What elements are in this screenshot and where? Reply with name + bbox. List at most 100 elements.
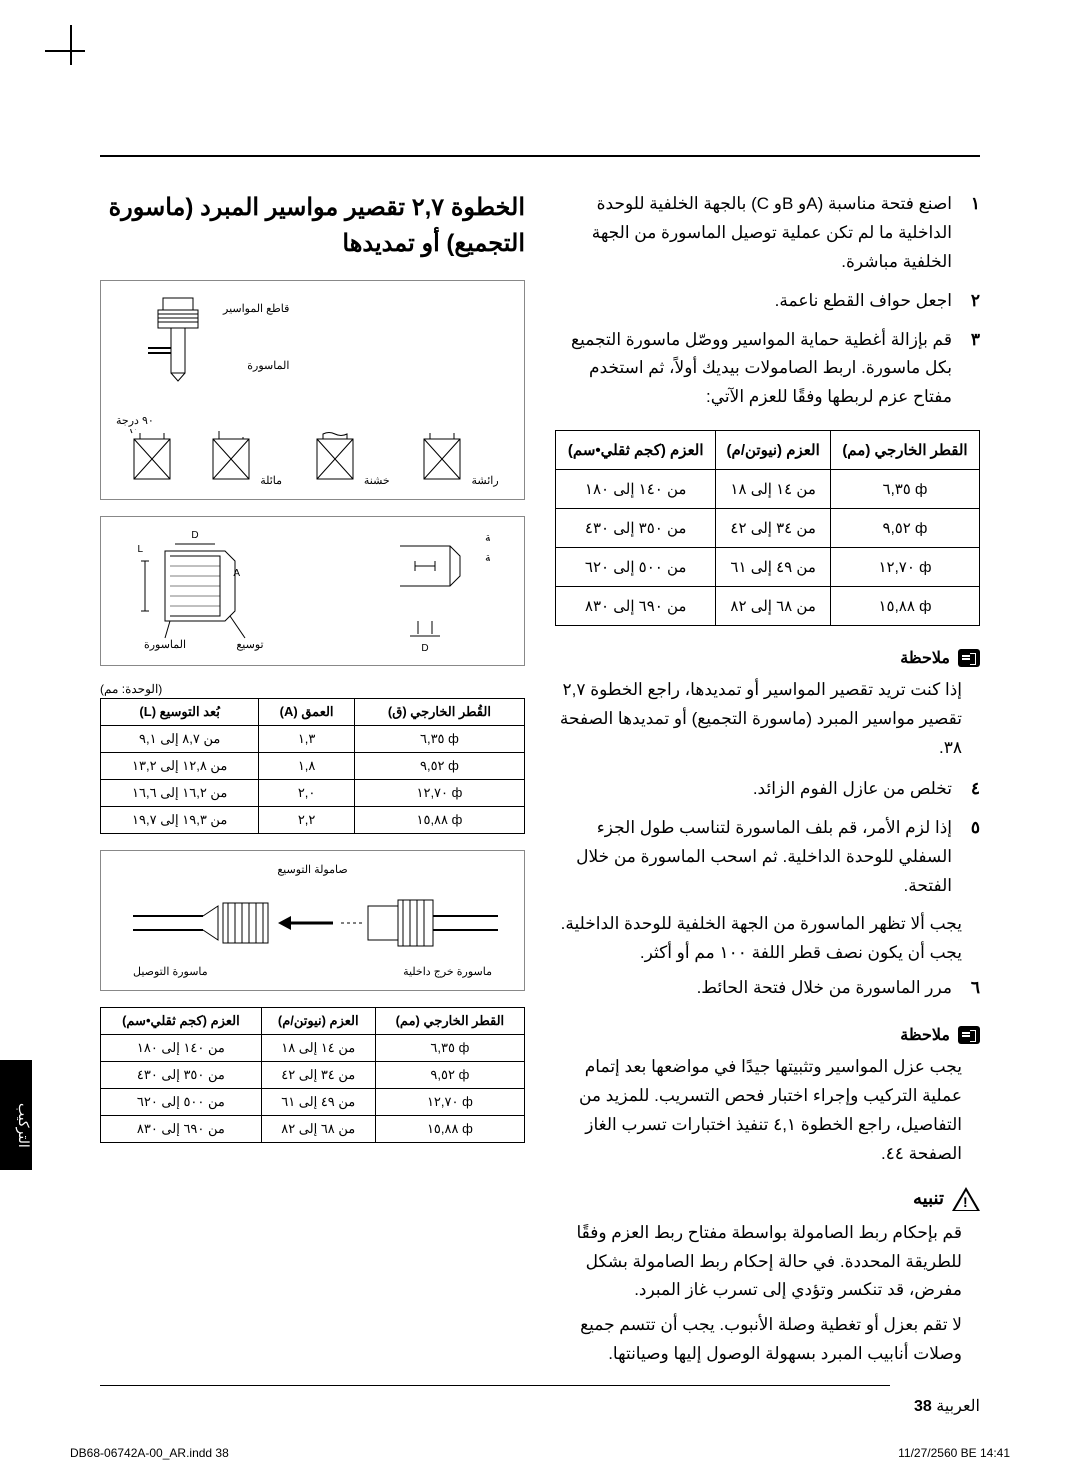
flare-detail-diagram: ٩٠ ـ ٢ درجة ٤٥ ـ ٢ درجة نق ٠,٤ إلى ٠,٨ D… [100, 516, 525, 666]
pipe-connection-icon [123, 888, 503, 958]
flare-shape-icon [309, 429, 361, 484]
table-row: ф ١٢,٧٠من ٤٩ إلى ٦١من ٥٠٠ إلى ٦٢٠ [101, 1089, 525, 1116]
page-number: 38 [914, 1398, 932, 1415]
indoor-pipe-label: ماسورة خرج داخلية [403, 965, 492, 978]
table-row: ф ٦,٣٥من ١٤ إلى ١٨من ١٤٠ إلى ١٨٠ [101, 1035, 525, 1062]
torque-table: القطر الخارجي (مم) العزم (نيوتن/م) العزم… [555, 430, 980, 626]
th-diameter: القُطر الخارجي (ق) [354, 699, 524, 726]
pipe-label: الماسورة [223, 353, 289, 381]
svg-text:D: D [421, 643, 428, 654]
note-icon [958, 649, 980, 667]
step-text: إذا لزم الأمر، قم بلف الماسورة لتناسب طو… [555, 814, 952, 901]
torque-table-2: القطر الخارجي (مم) العزم (نيوتن/م) العزم… [100, 1007, 525, 1143]
footer-rule [100, 1385, 890, 1386]
step-num: ١ [964, 190, 980, 277]
angle-90: ٩٠ درجة [116, 414, 154, 427]
note-body-2: يجب عزل المواسير وتثبيتها جيدًا في مواضع… [555, 1053, 962, 1169]
flare-label: خشنة [364, 475, 390, 487]
table-row: ф ٩,٥٢١,٨من ١٢,٨ إلى ١٣,٢ [101, 753, 525, 780]
step-text: قم بإزالة أغطية حماية المواسير ووصّل ماس… [555, 326, 952, 413]
warning-p2: لا تقم بعزل أو تغطية وصلة الأنبوب. يجب أ… [555, 1311, 962, 1369]
table-row: ф ٩,٥٢من ٣٤ إلى ٤٢من ٣٥٠ إلى ٤٣٠ [556, 509, 980, 548]
th-torque-nm: العزم (نيوتن/م) [716, 431, 831, 470]
top-rule [100, 155, 980, 157]
cutter-icon [143, 293, 213, 383]
footer: العربية 38 [914, 1396, 980, 1416]
unit-label: (الوحدة: مم) [100, 682, 525, 696]
flare-shape-icon [126, 429, 178, 484]
step-text: اجعل حواف القطع ناعمة. [555, 287, 952, 316]
print-info-right: 11/27/2560 BE 14:41 [898, 1446, 1010, 1460]
th-diameter: القطر الخارجي (مم) [830, 431, 979, 470]
step-text: اصنع فتحة مناسبة (Aو Bو C) بالجهة الخلفي… [555, 190, 952, 277]
th-diameter: القطر الخارجي (مم) [375, 1008, 524, 1035]
note-label: ملاحظة [900, 648, 950, 668]
warning-icon [952, 1187, 980, 1211]
svg-text:D: D [192, 530, 199, 541]
table-row: ф ١٢,٧٠من ٤٩ إلى ٦١من ٥٠٠ إلى ٦٢٠ [556, 548, 980, 587]
step-num: ٢ [964, 287, 980, 316]
left-column: الخطوة ٢,٧ تقصير مواسير المبرد (ماسورة ا… [100, 190, 525, 1369]
flare-table: القُطر الخارجي (ق) العمق (A) بُعد التوسي… [100, 698, 525, 834]
table-row: ф ١٢,٧٠٢,٠من ١٦,٢ إلى ١٦,٦ [101, 780, 525, 807]
table-header-row: القطر الخارجي (مم) العزم (نيوتن/م) العزم… [101, 1008, 525, 1035]
step-text: مرر الماسورة من خلال فتحة الحائط. [555, 974, 952, 1003]
svg-text:توسيع: توسيع [237, 639, 264, 651]
page-lang: العربية [936, 1398, 980, 1415]
svg-text:L: L [138, 544, 144, 555]
warning-header: تنبيه [555, 1187, 980, 1211]
connection-diagram: صامولة التوسيع [100, 850, 525, 991]
step-3: ٣ قم بإزالة أغطية حماية المواسير ووصّل م… [555, 326, 980, 413]
pipe-cutter-diagram: قاطع المواسير الماسورة ٩٠ درجة [100, 280, 525, 500]
table-row: ф ٩,٥٢من ٣٤ إلى ٤٢من ٣٥٠ إلى ٤٣٠ [101, 1062, 525, 1089]
angle-text: ٤٥ ـ ٢ درجة [485, 552, 490, 564]
section-title: الخطوة ٢,٧ تقصير مواسير المبرد (ماسورة ا… [100, 190, 525, 262]
step-5-sub2: يجب أن يكون نصف قطر اللفة ١٠٠ مم أو أكثر… [555, 939, 962, 968]
warning-p1: قم بإحكام ربط الصامولة بواسطة مفتاح ربط … [555, 1219, 962, 1306]
print-info-left: DB68-06742A-00_AR.indd 38 [70, 1446, 229, 1460]
table-row: ф ٦,٣٥من ١٤ إلى ١٨من ١٤٠ إلى ١٨٠ [556, 470, 980, 509]
step-2: ٢ اجعل حواف القطع ناعمة. [555, 287, 980, 316]
flare-cross-section-icon: ٩٠ ـ ٢ درجة ٤٥ ـ ٢ درجة نق ٠,٤ إلى ٠,٨ D [340, 526, 490, 656]
right-column: ١ اصنع فتحة مناسبة (Aو Bو C) بالجهة الخل… [555, 190, 980, 1369]
step-num: ٦ [964, 974, 980, 1003]
note-icon [958, 1026, 980, 1044]
step-5-sub1: يجب ألا تظهر الماسورة من الجهة الخلفية ل… [555, 910, 962, 939]
table-row: ф ١٥,٨٨من ٦٨ إلى ٨٢من ٦٩٠ إلى ٨٣٠ [556, 587, 980, 626]
step-num: ٥ [964, 814, 980, 901]
step-text: تخلص من عازل الفوم الزائد. [555, 775, 952, 804]
table-row: ф ١٥,٨٨٢,٢من ١٩,٣ إلى ١٩,٧ [101, 807, 525, 834]
main-content: ١ اصنع فتحة مناسبة (Aو Bو C) بالجهة الخل… [100, 190, 980, 1369]
th-torque-kgf: العزم (كجم ثقلي•سم) [556, 431, 716, 470]
th-torque-nm: العزم (نيوتن/م) [261, 1008, 375, 1035]
th-torque-kgf: العزم (كجم ثقلي•سم) [101, 1008, 262, 1035]
flare-label: مائلة [260, 475, 282, 487]
note-label: ملاحظة [900, 1025, 950, 1045]
cutter-label: قاطع المواسير [223, 296, 289, 324]
warning-label: تنبيه [913, 1188, 944, 1209]
flare-shape-icon [416, 429, 468, 484]
nut-label: صامولة التوسيع [113, 863, 512, 876]
step-num: ٣ [964, 326, 980, 413]
table-row: ф ٦,٣٥١,٣من ٨,٧ إلى ٩,١ [101, 726, 525, 753]
table-header-row: القُطر الخارجي (ق) العمق (A) بُعد التوسي… [101, 699, 525, 726]
conn-pipe-label: ماسورة التوصيل [133, 965, 208, 978]
step-1: ١ اصنع فتحة مناسبة (Aو Bو C) بالجهة الخل… [555, 190, 980, 277]
angle-text: ٩٠ ـ ٢ درجة [485, 532, 490, 544]
step-5: ٥ إذا لزم الأمر، قم بلف الماسورة لتناسب … [555, 814, 980, 901]
side-tab: التركيب [0, 1060, 32, 1170]
expansion-icon: D L A الماسورة توسيع [135, 526, 295, 656]
note-header-2: ملاحظة [555, 1025, 980, 1045]
step-num: ٤ [964, 775, 980, 804]
table-row: ф ١٥,٨٨من ٦٨ إلى ٨٢من ٦٩٠ إلى ٨٣٠ [101, 1116, 525, 1143]
step-4: ٤ تخلص من عازل الفوم الزائد. [555, 775, 980, 804]
step-6: ٦ مرر الماسورة من خلال فتحة الحائط. [555, 974, 980, 1003]
svg-text:الماسورة: الماسورة [144, 639, 186, 651]
note-body-1: إذا كنت تريد تقصير المواسير أو تمديدها، … [555, 676, 962, 763]
svg-text:نق ٠,٤ إلى ٠,٨: نق ٠,٤ إلى ٠,٨ [488, 605, 490, 617]
th-expansion: بُعد التوسيع (L) [101, 699, 259, 726]
note-header-1: ملاحظة [555, 648, 980, 668]
th-depth: العمق (A) [259, 699, 355, 726]
flare-shape-icon [205, 429, 257, 484]
table-header-row: القطر الخارجي (مم) العزم (نيوتن/م) العزم… [556, 431, 980, 470]
